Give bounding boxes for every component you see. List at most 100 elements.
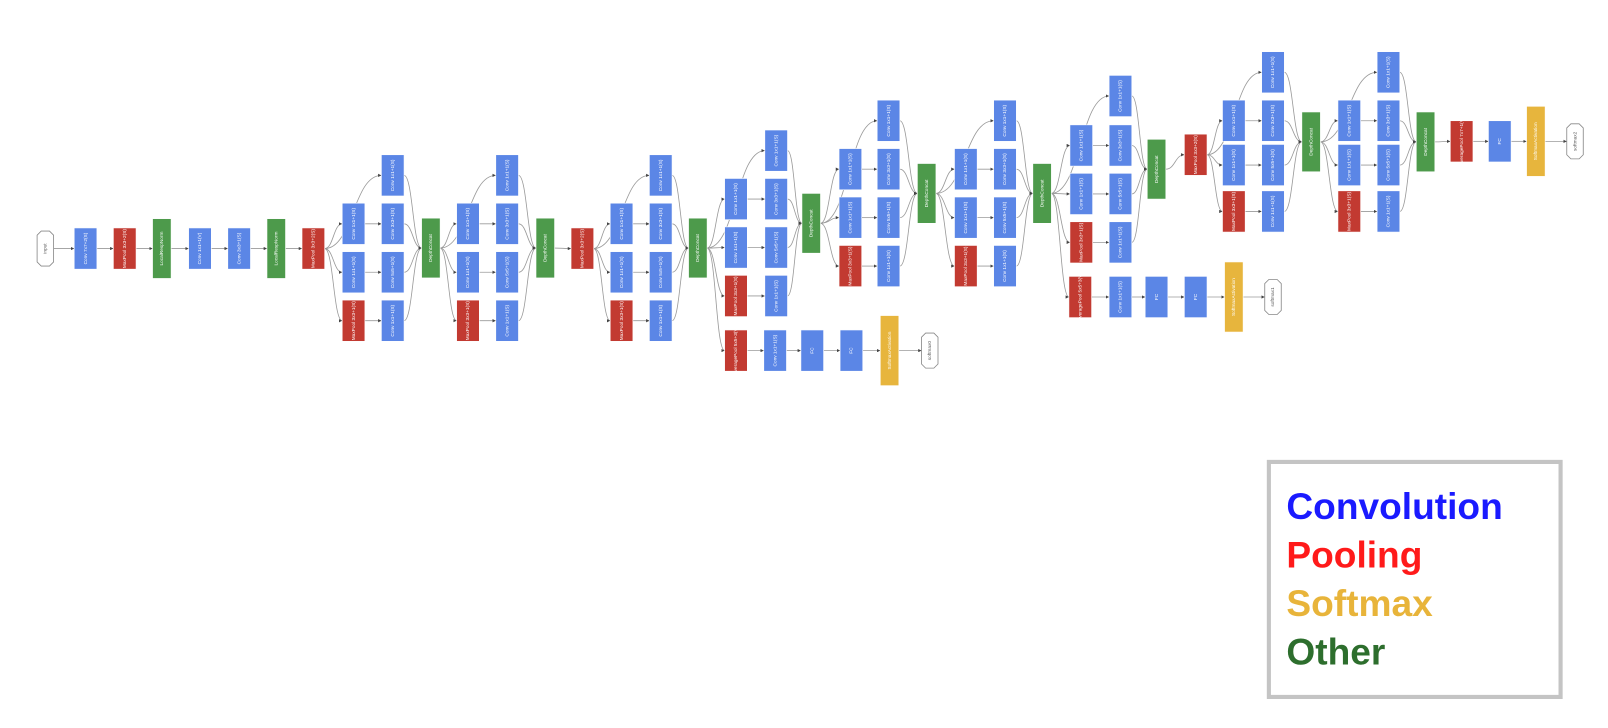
node: MaxPool 3x3+1(S) <box>838 245 863 288</box>
node-label: Conv 3x3+1(S) <box>1270 104 1276 136</box>
layer-box <box>1337 190 1361 233</box>
node-label: FC <box>849 347 855 354</box>
node: Conv 1x1+1(S) <box>724 178 748 221</box>
node: Conv 5x5+1(S) <box>1376 144 1401 186</box>
node: Conv 1x1+1(S) <box>724 226 748 269</box>
node: Conv 3x3+1(S) <box>1261 99 1285 142</box>
node: MaxPool 3x3+1(S) <box>1222 190 1246 233</box>
edge <box>324 248 343 274</box>
node: Conv 1x1+1(S) <box>1376 51 1401 94</box>
node-label: Conv 1x1+1(S) <box>1231 104 1237 136</box>
layer-box <box>1337 144 1361 186</box>
node-label: DepthConcat <box>695 234 701 262</box>
node-label: Conv 1x1+1(S) <box>1118 281 1124 313</box>
layer-box <box>421 217 441 279</box>
node-label: Conv 1x1+1(S) <box>1002 250 1008 282</box>
node-label: Conv 1x1+1(S) <box>773 280 779 312</box>
layer-box <box>1261 190 1285 233</box>
node: MaxPool 3x3+2(S) <box>570 227 595 270</box>
edge <box>706 247 726 353</box>
node-label: MaxPool 3x3+1(S) <box>619 301 625 341</box>
layer-box <box>1222 144 1246 186</box>
edge <box>1320 141 1339 214</box>
node-label: MaxPool 3x3+1(S) <box>1231 191 1237 231</box>
edge <box>403 174 422 250</box>
node: softmax2 <box>1566 123 1584 160</box>
node: DepthConcat <box>1146 138 1167 200</box>
node-label: Conv 1x1+1(S) <box>886 104 892 136</box>
node: DepthConcat <box>1301 111 1321 173</box>
layer-box <box>724 178 748 221</box>
node-label: LocalRespNorm <box>159 232 165 266</box>
edge <box>1131 167 1148 243</box>
node: DepthConcat <box>688 217 708 279</box>
node: FC <box>800 329 824 372</box>
edge <box>1015 120 1034 196</box>
edge <box>899 120 918 196</box>
node-label: Conv 1x1+1(S) <box>1386 56 1392 88</box>
node-label: Conv 5x5+1(S) <box>1386 149 1392 181</box>
layer-box <box>1449 120 1474 163</box>
node: Conv 5x5+1(S) <box>1261 144 1285 186</box>
node: softmax0 <box>921 332 939 369</box>
layer-box <box>1337 99 1361 142</box>
layer-box <box>649 251 673 294</box>
node: Conv 1x1+1(S) <box>838 196 863 239</box>
layer-box <box>570 227 595 270</box>
node: Conv 1x1+1(S) <box>1222 99 1246 142</box>
node: Conv 1x1+1(S) <box>763 329 787 372</box>
node-label: Conv 1x1+1(S) <box>1118 80 1124 112</box>
edge <box>935 192 955 220</box>
node-label: FC <box>1193 293 1199 300</box>
node-label: Conv 1x1+1(S) <box>1347 149 1353 181</box>
layer-box <box>1108 172 1133 215</box>
edge <box>1016 191 1033 219</box>
layer-box <box>724 329 748 372</box>
node-label: softmax0 <box>927 341 933 361</box>
node: DepthConcat <box>801 193 821 254</box>
io-node <box>1566 123 1584 160</box>
node-label: Conv 5x5+1(S) <box>773 231 779 263</box>
node: Conv 1x1+1(S) <box>1108 75 1133 117</box>
node-label: SoftmaxActivation <box>1231 278 1237 316</box>
node: MaxPool 3x3+2(S) <box>113 227 137 270</box>
edge <box>935 167 955 194</box>
edge <box>518 223 537 250</box>
edge <box>1434 139 1451 144</box>
node: FC <box>1488 120 1512 163</box>
layer-box <box>341 202 366 245</box>
edge <box>403 246 422 322</box>
node-label: Conv 1x1+1(S) <box>619 256 625 288</box>
node-label: Conv 1x1+1(S) <box>351 256 357 288</box>
legend-label: Other <box>1286 630 1385 672</box>
layer-box <box>266 218 286 279</box>
node-label: Conv 1x1+1(S) <box>1118 226 1124 258</box>
node-label: Conv 3x3+1(S) <box>1118 129 1124 161</box>
layer-box <box>1301 111 1321 173</box>
node-label: Conv 1x1+1(S) <box>465 208 471 240</box>
io-node <box>921 332 939 369</box>
node: DepthConcat <box>421 217 441 279</box>
legend: Convolution Pooling Softmax Other <box>1266 459 1563 699</box>
layer-box <box>688 217 708 279</box>
node-label: Conv 5x5+1(S) <box>390 256 396 288</box>
edge <box>403 246 422 273</box>
layer-box <box>993 99 1017 142</box>
node-label: MaxPool 3x3+2(S) <box>311 229 317 269</box>
layer-box <box>1108 75 1133 117</box>
node: Conv 5x5+1(S) <box>993 196 1017 239</box>
layer-box <box>227 227 251 270</box>
layer-box <box>724 226 748 269</box>
node: Conv 1x1+1(S) <box>1261 190 1285 233</box>
node: Conv 1x1+1(S) <box>1337 144 1361 186</box>
io-node <box>36 230 55 267</box>
layer-box <box>609 251 634 294</box>
edge <box>1283 140 1303 212</box>
layer-box <box>495 299 519 342</box>
layer-box <box>535 217 555 279</box>
edge <box>518 246 537 273</box>
node: Conv 1x1+1(S) <box>609 251 634 294</box>
node-label: Conv 1x1+1(S) <box>963 153 969 185</box>
node-label: Conv 1x1+1(S) <box>848 201 854 233</box>
